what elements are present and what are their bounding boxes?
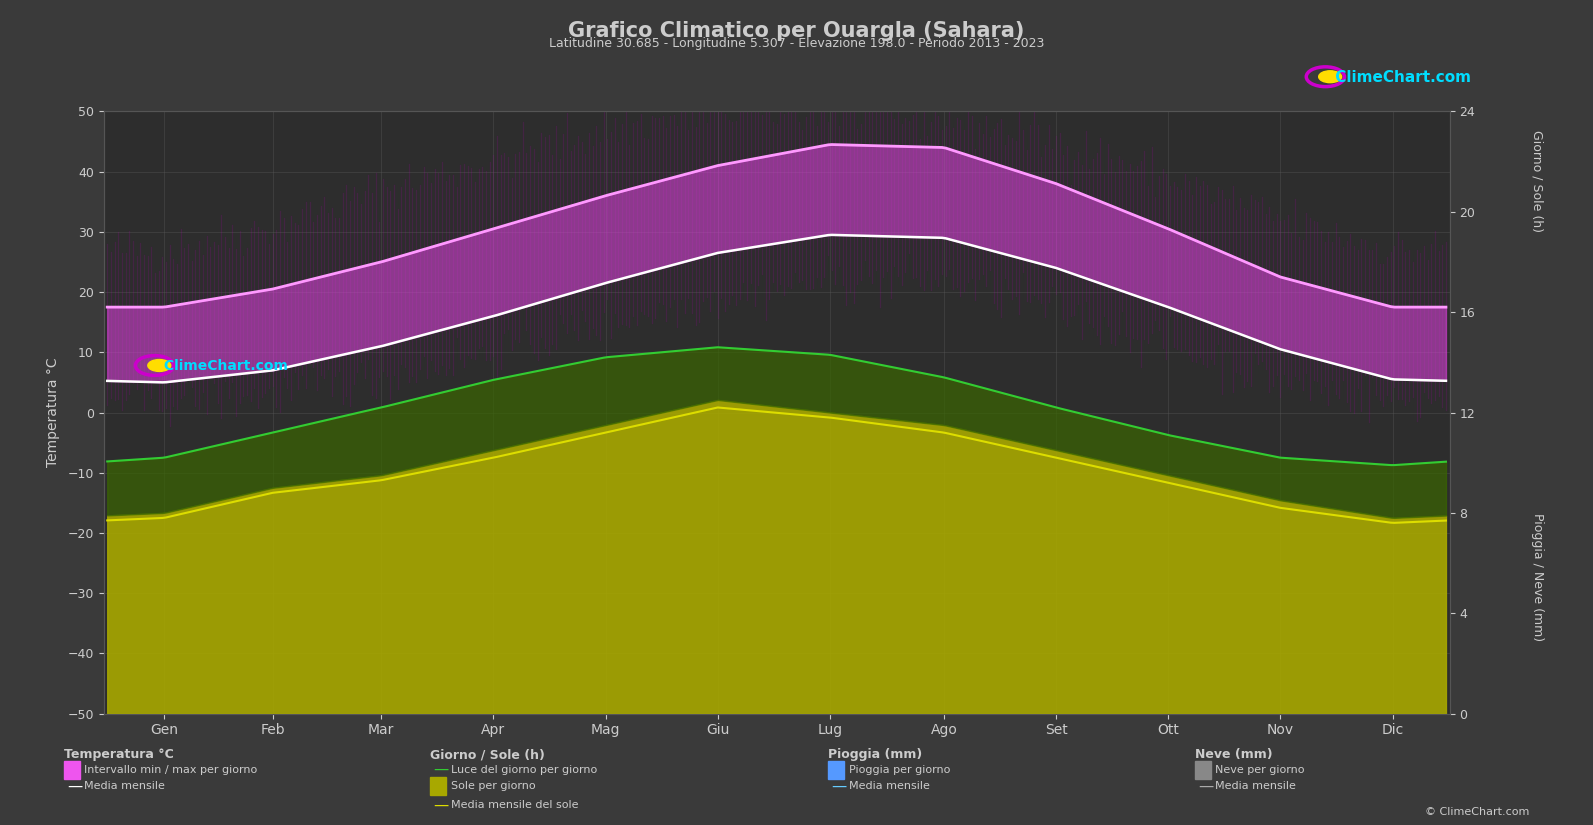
- Bar: [386, 488, 389, 714]
- Text: ClimeChart.com: ClimeChart.com: [159, 359, 288, 373]
- Bar: [1212, 488, 1215, 714]
- Bar: [591, 655, 594, 714]
- Text: —: —: [1198, 779, 1214, 794]
- Text: Media mensile: Media mensile: [849, 781, 930, 791]
- Bar: [448, 623, 451, 714]
- Bar: [150, 626, 153, 714]
- Bar: [1040, 526, 1043, 714]
- Text: Neve (mm): Neve (mm): [1195, 748, 1273, 761]
- Text: Luce del giorno per giorno: Luce del giorno per giorno: [451, 765, 597, 775]
- Bar: [1415, 677, 1418, 714]
- Bar: [996, 576, 999, 714]
- Bar: [249, 581, 253, 714]
- Bar: [1263, 562, 1268, 714]
- Text: Latitudine 30.685 - Longitudine 5.307 - Elevazione 198.0 - Periodo 2013 - 2023: Latitudine 30.685 - Longitudine 5.307 - …: [550, 37, 1043, 50]
- Text: Temperatura °C: Temperatura °C: [64, 748, 174, 761]
- Text: —: —: [433, 798, 449, 813]
- Bar: [1330, 653, 1333, 714]
- Bar: [849, 631, 852, 714]
- Bar: [734, 680, 738, 714]
- Text: Giorno / Sole (h): Giorno / Sole (h): [1531, 130, 1544, 233]
- Text: Giorno / Sole (h): Giorno / Sole (h): [430, 748, 545, 761]
- Text: —: —: [832, 779, 847, 794]
- Bar: [1120, 489, 1125, 714]
- Bar: [370, 637, 374, 714]
- Bar: [1066, 655, 1069, 714]
- Text: ClimeChart.com: ClimeChart.com: [1330, 70, 1472, 85]
- Bar: [1176, 488, 1179, 714]
- Text: Media mensile: Media mensile: [1215, 781, 1297, 791]
- Text: Sole per giorno: Sole per giorno: [451, 781, 535, 791]
- Text: © ClimeChart.com: © ClimeChart.com: [1424, 807, 1529, 817]
- Text: —: —: [67, 779, 83, 794]
- Y-axis label: Temperatura °C: Temperatura °C: [46, 358, 61, 467]
- Text: Pioggia (mm): Pioggia (mm): [828, 748, 922, 761]
- Text: Pioggia per giorno: Pioggia per giorno: [849, 765, 951, 775]
- Text: —: —: [433, 762, 449, 777]
- Text: Media mensile del sole: Media mensile del sole: [451, 800, 578, 810]
- Text: Neve per giorno: Neve per giorno: [1215, 765, 1305, 775]
- Text: Grafico Climatico per Ouargla (Sahara): Grafico Climatico per Ouargla (Sahara): [569, 21, 1024, 40]
- Text: Intervallo min / max per giorno: Intervallo min / max per giorno: [84, 765, 258, 775]
- Text: Pioggia / Neve (mm): Pioggia / Neve (mm): [1531, 513, 1544, 642]
- Text: Media mensile: Media mensile: [84, 781, 166, 791]
